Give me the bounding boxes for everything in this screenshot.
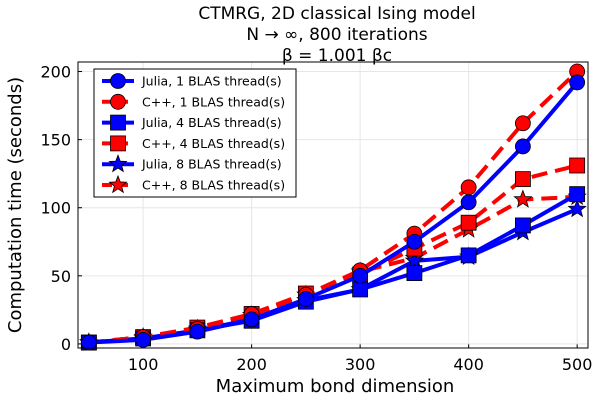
y-tick-label: 50 (51, 267, 71, 286)
y-tick-label: 150 (40, 131, 71, 150)
x-tick-label: 400 (453, 355, 484, 374)
tick-labels: 100 200 300 400 500 0 50 100 150 200 (40, 63, 592, 374)
data-point (567, 198, 587, 218)
legend-label: Julia, 4 BLAS thread(s) (141, 115, 282, 130)
title-line-2: N → ∞, 800 iterations (246, 25, 427, 45)
data-point (514, 138, 531, 155)
legend-entry: Julia, 4 BLAS thread(s) (102, 114, 282, 131)
series-line (88, 70, 579, 345)
legend-entry: C++, 4 BLAS thread(s) (102, 135, 285, 152)
legend-entry: Julia, 1 BLAS thread(s) (102, 73, 282, 89)
data-point (352, 281, 369, 298)
legend-label: C++, 1 BLAS thread(s) (142, 94, 285, 109)
title-line-1: CTMRG, 2D classical Ising model (198, 4, 475, 24)
plot-frame (77, 61, 589, 349)
data-point (80, 334, 97, 351)
y-tick-label: 200 (40, 63, 71, 82)
data-point (514, 115, 531, 132)
data-point (243, 311, 260, 328)
x-tick-label: 300 (345, 355, 376, 374)
data-point (352, 267, 369, 284)
legend-label: C++, 4 BLAS thread(s) (142, 136, 285, 151)
y-tick-label: 100 (40, 199, 71, 218)
series-5 (79, 198, 587, 351)
data-point (460, 194, 477, 211)
plot-area (79, 63, 587, 351)
x-tick-label: 100 (128, 355, 159, 374)
data-point (406, 233, 423, 250)
legend-entry: Julia, 8 BLAS thread(s) (102, 154, 282, 173)
chart-title: CTMRG, 2D classical Ising model N → ∞, 8… (198, 4, 475, 66)
series-6 (79, 186, 587, 351)
x-tick-label: 500 (562, 355, 593, 374)
series-line (88, 194, 578, 345)
legend-entry: C++, 8 BLAS thread(s) (102, 174, 285, 194)
data-point (406, 265, 423, 281)
data-point (569, 157, 586, 174)
x-axis-label: Maximum bond dimension (216, 376, 455, 397)
legend-label: Julia, 1 BLAS thread(s) (141, 74, 282, 89)
data-point (460, 179, 477, 196)
legend-entry: C++, 1 BLAS thread(s) (102, 93, 285, 110)
legend-label: Julia, 8 BLAS thread(s) (141, 157, 282, 172)
data-point (460, 214, 477, 231)
x-tick-label: 200 (236, 355, 267, 374)
data-point (189, 323, 206, 340)
data-point (569, 186, 586, 203)
data-point (135, 331, 152, 348)
legend-marker (110, 93, 126, 110)
legend-marker (110, 114, 126, 131)
title-line-3: β = 1.001 βc (282, 46, 392, 66)
legend-box (93, 68, 297, 198)
data-point (404, 250, 425, 270)
y-tick-label: 0 (61, 335, 71, 354)
legend-marker (110, 73, 126, 89)
y-axis-label: Computation time (seconds) (5, 77, 26, 333)
data-point (513, 189, 533, 208)
series-3 (80, 186, 586, 351)
data-point (460, 247, 477, 264)
data-point (297, 291, 314, 307)
legend-label: C++, 8 BLAS thread(s) (142, 178, 285, 193)
data-point (514, 217, 531, 234)
legend-marker (108, 174, 128, 194)
series-1 (80, 74, 586, 351)
data-point (514, 171, 531, 188)
legend-marker (110, 135, 126, 152)
data-point (569, 74, 586, 91)
legend-marker (108, 154, 128, 173)
legend: Julia, 1 BLAS thread(s) C++, 1 BLAS threa… (93, 68, 297, 198)
series-line (88, 192, 579, 345)
series-line (88, 81, 579, 345)
